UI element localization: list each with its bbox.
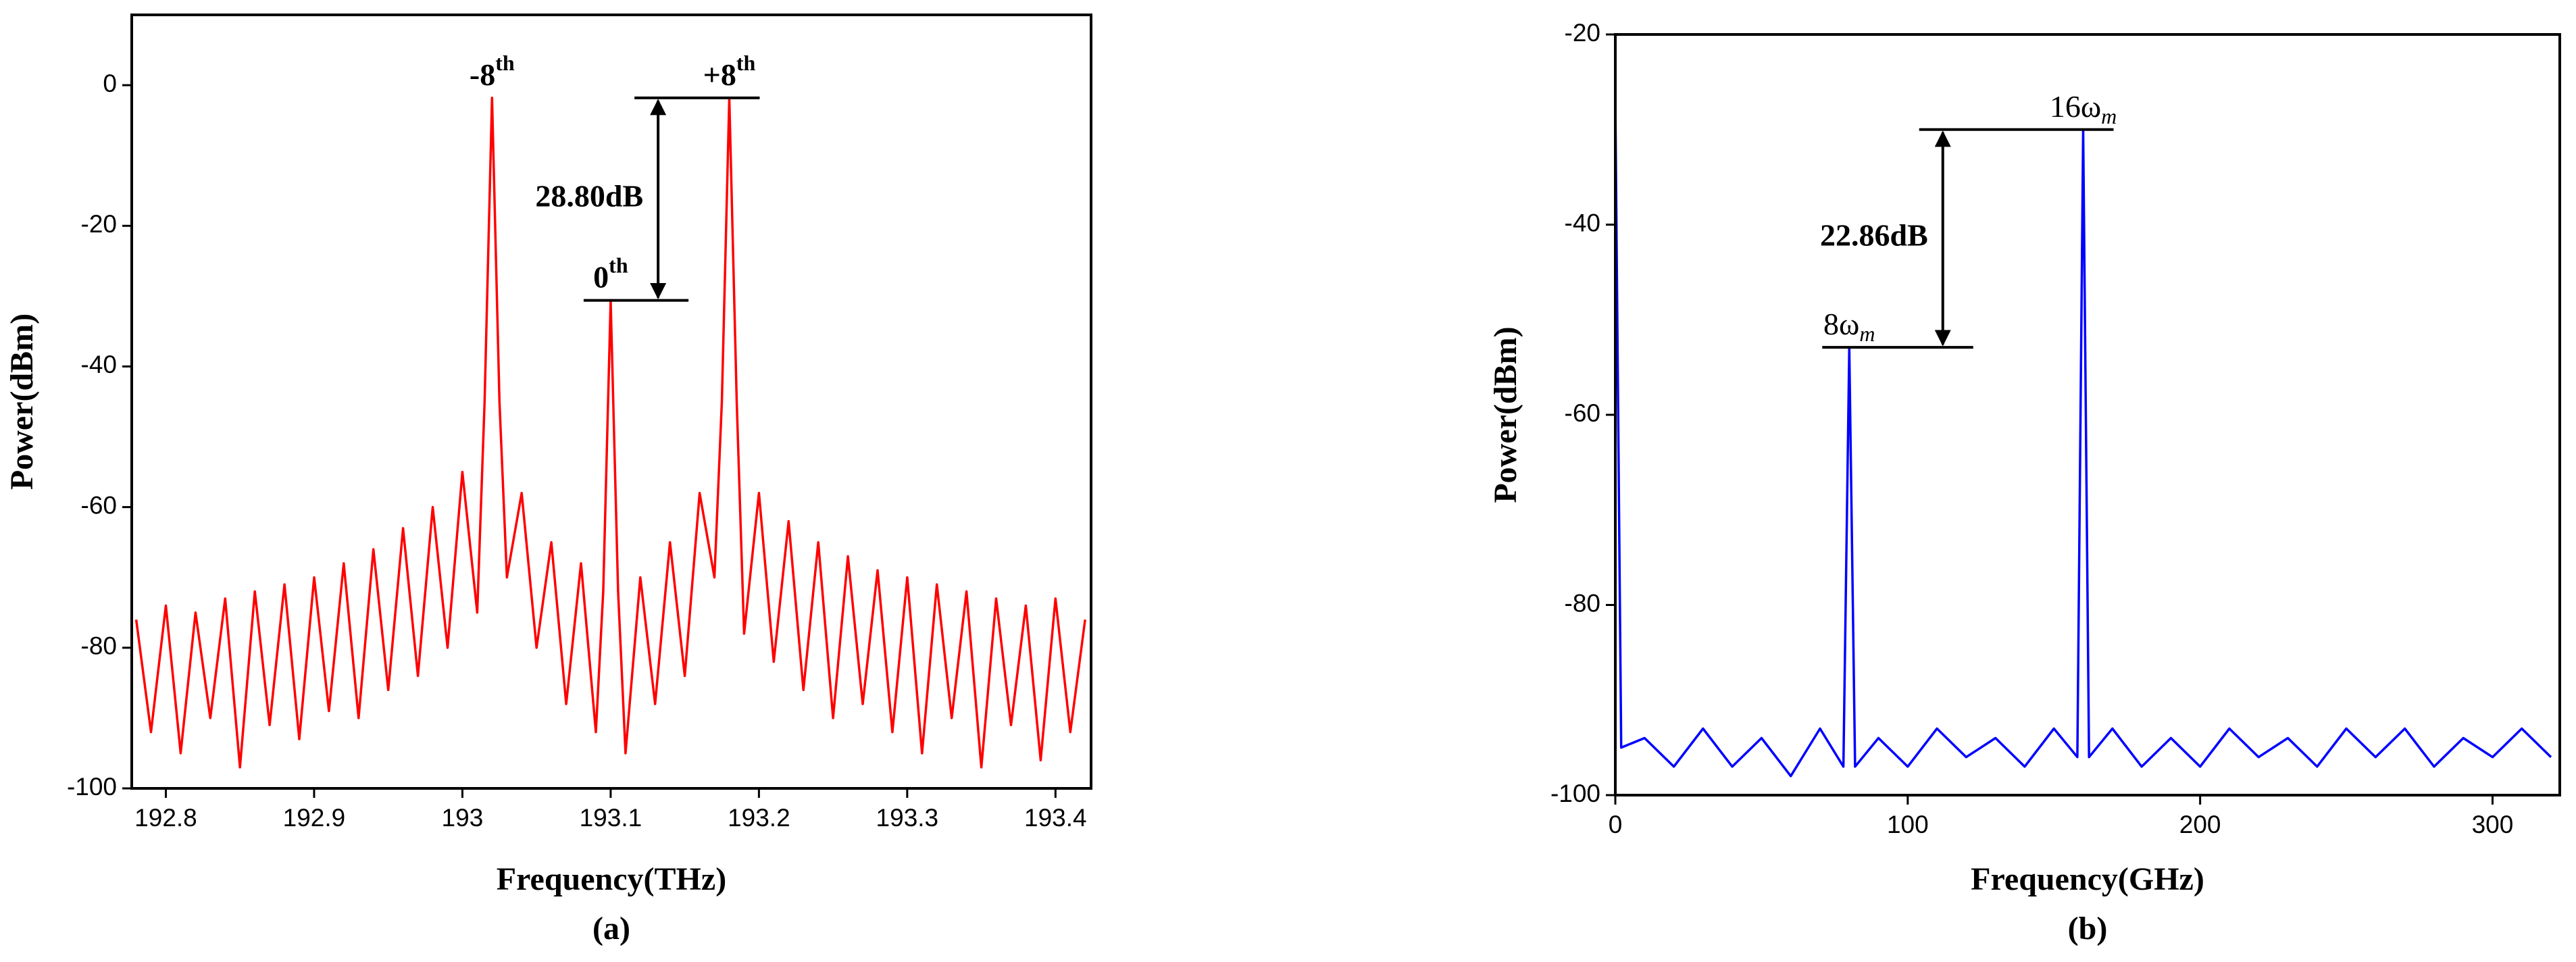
peak-label-text: 0 — [593, 259, 609, 294]
difference-label: 28.80dB — [535, 178, 643, 213]
peak-label-sup: th — [609, 253, 628, 278]
y-tick-label: -80 — [1565, 589, 1600, 617]
y-tick-label: 0 — [103, 70, 117, 97]
peak-label-text: +8 — [703, 57, 736, 91]
y-axis-label: Power(dBm) — [4, 313, 40, 490]
y-tick-label: -40 — [81, 351, 117, 378]
y-tick-label: -40 — [1565, 209, 1600, 236]
y-tick-label: -20 — [81, 210, 117, 238]
peak-label: -8th — [470, 51, 515, 91]
peak-label-sub: m — [2101, 104, 2117, 128]
plot-frame — [1614, 33, 2561, 796]
panel-caption: (a) — [592, 911, 630, 946]
peak-label: +8th — [703, 51, 756, 91]
peak-label-text: 16ω — [2050, 88, 2101, 123]
x-tick-label: 192.9 — [283, 804, 346, 832]
peak-label-sup: th — [736, 51, 756, 75]
peak-label: 8ωm — [1823, 307, 1875, 347]
spectrum-line — [1614, 101, 2552, 778]
y-tick-label: -80 — [81, 632, 117, 660]
x-axis-label: Frequency(GHz) — [1971, 861, 2204, 897]
x-tick-label: 193.2 — [728, 804, 790, 832]
panel-caption: (b) — [2068, 911, 2108, 946]
x-tick-label: 100 — [1887, 811, 1929, 838]
x-tick-label: 193.1 — [580, 804, 642, 832]
y-tick-label: -60 — [81, 491, 117, 519]
peak-label-sup: th — [495, 51, 515, 75]
y-tick-label: -100 — [1550, 780, 1600, 807]
difference-label: 22.86dB — [1820, 218, 1928, 252]
peak-label-text: -8 — [470, 57, 495, 91]
y-axis-label: Power(dBm) — [1488, 326, 1523, 503]
peak-label: 0th — [593, 253, 628, 294]
x-tick-label: 0 — [1609, 811, 1623, 838]
peak-label: 16ωm — [2050, 88, 2117, 128]
x-tick-label: 200 — [2179, 811, 2221, 838]
y-tick-label: -60 — [1565, 399, 1600, 427]
y-tick-label: -100 — [67, 773, 117, 801]
x-tick-label: 192.8 — [134, 804, 197, 832]
peak-label-sub: m — [1859, 322, 1875, 346]
plot-frame — [130, 14, 1092, 790]
x-tick-label: 193 — [442, 804, 484, 832]
y-tick-label: -20 — [1565, 19, 1600, 47]
x-tick-label: 193.3 — [876, 804, 939, 832]
peak-label-text: 8ω — [1823, 307, 1859, 341]
x-axis-label: Frequency(THz) — [497, 861, 726, 897]
x-tick-label: 193.4 — [1024, 804, 1087, 832]
x-tick-label: 300 — [2472, 811, 2514, 838]
